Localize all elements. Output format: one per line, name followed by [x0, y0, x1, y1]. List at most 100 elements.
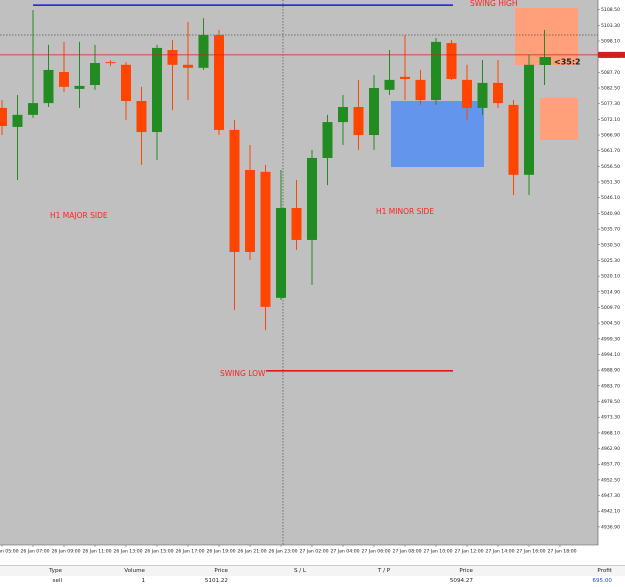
column-header: Profit — [597, 568, 612, 574]
x-tick-label: 27 Jan 14:00 — [485, 549, 514, 555]
candle-body — [183, 64, 193, 68]
y-tick-label: 5061.70 — [601, 148, 620, 154]
y-tick-label: 5077.30 — [601, 101, 620, 107]
y-tick-label: 4968.10 — [601, 430, 620, 436]
x-tick-label: 26 Jan 19:00 — [206, 549, 235, 555]
x-tick-label: 26 Jan 17:00 — [175, 549, 204, 555]
timer: <35:2 — [554, 58, 581, 67]
candle-body — [28, 103, 38, 115]
y-tick-label: 4936.90 — [601, 524, 620, 530]
candle-body — [338, 107, 348, 123]
y-tick-label: 5072.10 — [601, 117, 620, 123]
y-tick-label: 5020.10 — [601, 274, 620, 280]
table-cell: sell — [52, 578, 62, 584]
x-tick-label: 26 Jan 23:00 — [268, 549, 297, 555]
x-tick-label: 26 Jan 15:00 — [144, 549, 173, 555]
x-tick-label: 27 Jan 16:00 — [516, 549, 545, 555]
timer-box — [541, 57, 551, 65]
zone — [391, 101, 484, 167]
column-header: Type — [49, 568, 62, 574]
candle-body — [0, 107, 7, 127]
candle-body — [400, 76, 410, 79]
x-tick-label: 26 Jan 13:00 — [113, 549, 142, 555]
x-tick-label: 27 Jan 18:00 — [547, 549, 576, 555]
candle-body — [198, 34, 209, 68]
candle-body — [291, 207, 302, 240]
candle-body — [74, 85, 85, 89]
zone — [515, 8, 578, 65]
candle-body — [307, 157, 317, 240]
candle-body — [524, 64, 534, 175]
column-header: Volume — [124, 568, 145, 574]
table-row[interactable]: sell 1 5101.22 5094.27 695.00 — [0, 576, 625, 587]
column-header: T / P — [377, 568, 391, 574]
y-tick-label: 5014.90 — [601, 289, 620, 295]
x-tick-label: 26 Jan 11:00 — [82, 549, 111, 555]
x-tick-label: 26 Jan 21:00 — [237, 549, 266, 555]
y-tick-label: 5030.50 — [601, 242, 620, 248]
candle-body — [43, 69, 54, 104]
candle-body — [12, 114, 23, 127]
trade-table: Type Volume Price S / L T / P Price Profit sel… — [0, 563, 625, 587]
candle-body — [353, 107, 364, 136]
y-tick-label: 5009.70 — [601, 305, 620, 311]
candle-body — [431, 41, 441, 101]
x-tick-label: 27 Jan 08:00 — [392, 549, 421, 555]
note: H1 MINOR SIDE — [376, 207, 434, 216]
x-tick-label: 27 Jan 10:00 — [423, 549, 452, 555]
x-tick-label: 27 Jan 04:00 — [330, 549, 359, 555]
table-cell: 695.00 — [592, 578, 612, 584]
candle-body — [369, 88, 379, 136]
candle-body — [59, 72, 69, 87]
candle-body — [260, 171, 271, 307]
candle-body — [462, 79, 472, 108]
y-tick-label: 5035.70 — [601, 227, 620, 233]
bid-marker — [598, 51, 625, 58]
table-header: Type Volume Price S / L T / P Price Profit — [0, 565, 625, 578]
x-tick-label: 26 Jan 07:00 — [20, 549, 49, 555]
x-tick-label: 27 Jan 02:00 — [299, 549, 328, 555]
x-tick-label: 27 Jan 06:00 — [361, 549, 390, 555]
zone — [540, 98, 578, 140]
price-axis — [598, 0, 625, 560]
column-header: S / L — [293, 568, 307, 574]
column-header: Price — [459, 568, 473, 574]
time-axis — [0, 545, 598, 560]
y-tick-label: 4988.90 — [601, 368, 620, 374]
y-tick-label: 5108.50 — [601, 7, 620, 13]
y-tick-label: 4957.70 — [601, 462, 620, 468]
table-cell: 1 — [141, 578, 145, 584]
table-cell: 5101.22 — [204, 578, 228, 584]
table-cell: 5094.27 — [449, 578, 473, 584]
y-tick-label: 5056.50 — [601, 164, 620, 170]
y-tick-label: 5051.30 — [601, 180, 620, 186]
note: H1 MAJOR SIDE — [50, 211, 108, 220]
plot-area — [0, 0, 598, 545]
candle-body — [415, 79, 426, 101]
y-tick-label: 5066.90 — [601, 133, 620, 139]
candle-body — [245, 170, 255, 253]
candle-body — [152, 47, 162, 133]
y-tick-label: 4952.50 — [601, 477, 620, 483]
candle-body — [229, 129, 240, 253]
y-tick-label: 4947.30 — [601, 493, 620, 499]
candle-body — [214, 34, 224, 130]
candle-body — [446, 43, 457, 79]
y-tick-label: 4994.10 — [601, 352, 620, 358]
y-tick-label: 5103.30 — [601, 23, 620, 29]
candle-body — [90, 63, 100, 86]
y-tick-label: 4978.50 — [601, 399, 620, 405]
y-tick-label: 5040.90 — [601, 211, 620, 217]
candle-body — [322, 122, 333, 158]
y-tick-label: 4983.70 — [601, 383, 620, 389]
column-header: Price — [214, 568, 228, 574]
candle-body — [384, 79, 395, 90]
candle-body — [477, 82, 488, 108]
y-tick-label: 5004.50 — [601, 321, 620, 327]
candle-body — [121, 64, 131, 101]
chart: H1 MAJOR SIDE H1 MINOR SIDE <35:2 4936.9… — [0, 0, 625, 560]
level-label: SWING LOW — [220, 369, 266, 378]
candle-body — [493, 82, 503, 104]
level-label: SWING HIGH — [470, 0, 518, 8]
